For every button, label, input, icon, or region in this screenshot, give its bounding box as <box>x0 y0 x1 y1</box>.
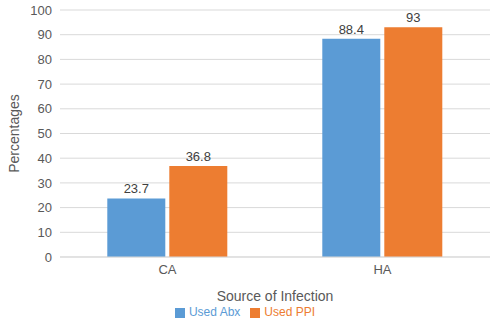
html-text:Used PPI: Used PPI <box>264 305 315 319</box>
svg-text:10: 10 <box>38 225 52 240</box>
svg-text:50: 50 <box>38 126 52 141</box>
svg-text:30: 30 <box>38 176 52 191</box>
svg-text:CA: CA <box>158 262 176 277</box>
svg-text:70: 70 <box>38 77 52 92</box>
svg-text:88.4: 88.4 <box>339 22 364 37</box>
svg-text:60: 60 <box>38 101 52 116</box>
svg-text:40: 40 <box>38 151 52 166</box>
svg-text:100: 100 <box>30 3 52 18</box>
svg-text:90: 90 <box>38 27 52 42</box>
svg-text:80: 80 <box>38 52 52 67</box>
svg-text:0: 0 <box>45 250 52 265</box>
svg-text:20: 20 <box>38 200 52 215</box>
svg-text:HA: HA <box>373 262 391 277</box>
svg-text:Source of Infection: Source of Infection <box>217 288 334 304</box>
svg-text:23.7: 23.7 <box>124 181 149 196</box>
svg-text:Percentages: Percentages <box>8 94 22 173</box>
svg-text:36.8: 36.8 <box>186 149 211 164</box>
svg-text:93: 93 <box>406 10 420 25</box>
html-text:Used Abx: Used Abx <box>189 305 241 319</box>
